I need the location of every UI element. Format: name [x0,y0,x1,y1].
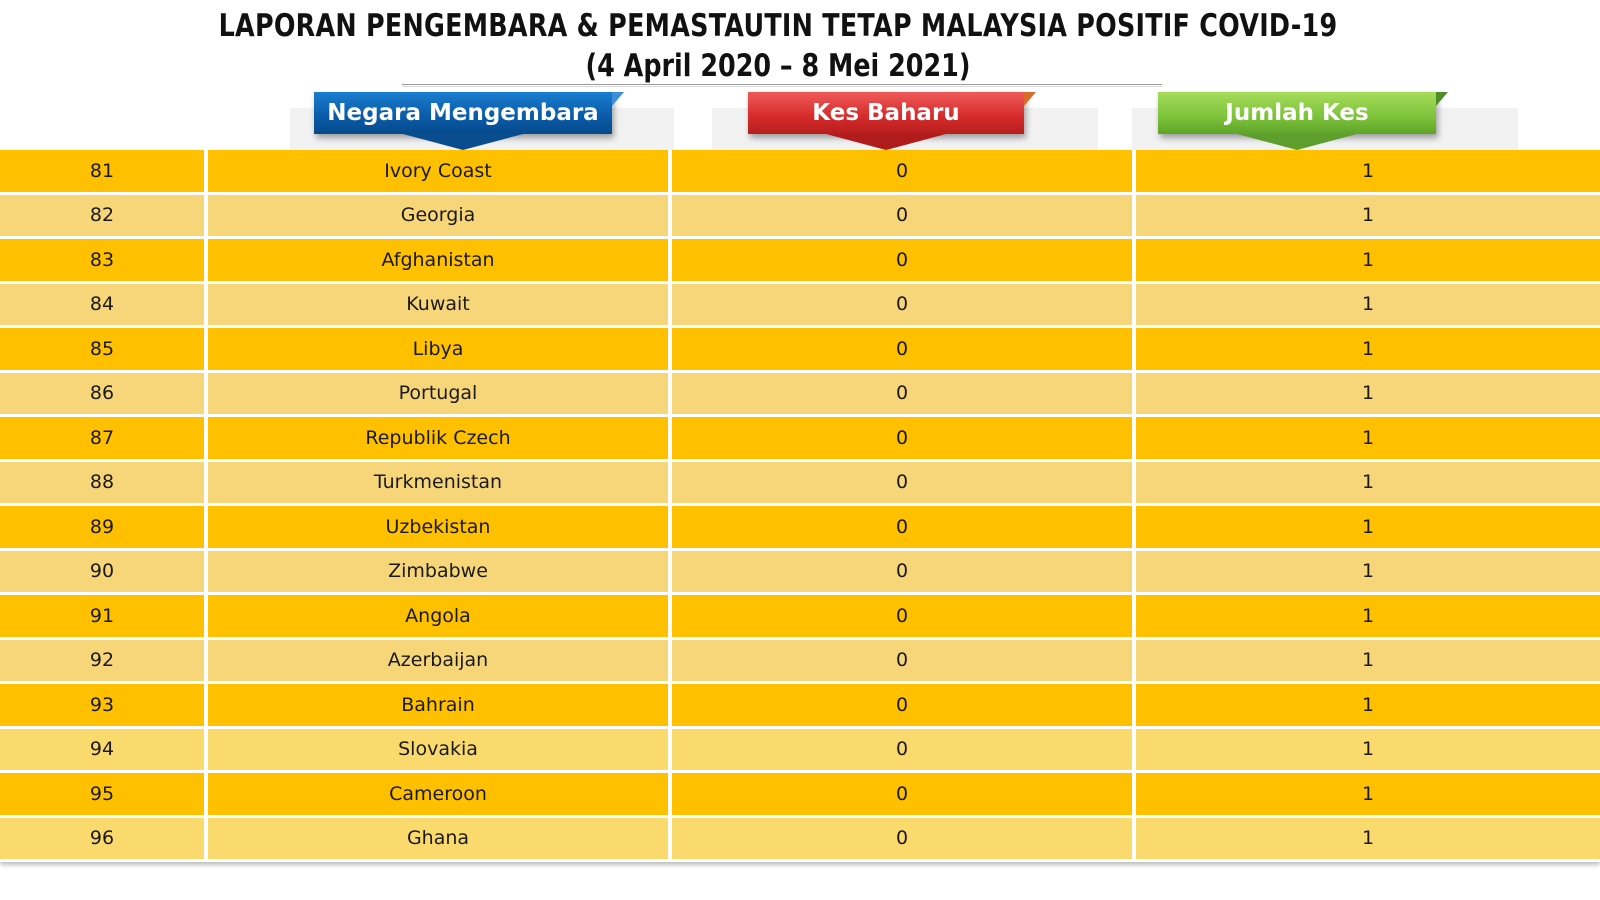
new-cases-value: 0 [672,550,1136,592]
total-cases-value: 1 [1361,471,1375,494]
row-number: 96 [0,817,208,859]
ribbon-tail [403,134,523,150]
table-row: 84 Kuwait 0 1 [0,283,1600,328]
country-name: Cameroon [208,773,672,815]
total-cases-value: 1 [1361,827,1375,850]
country-name: Kuwait [208,283,672,325]
table-row: 81 Ivory Coast 0 1 [0,150,1600,195]
new-cases-value: 0 [672,239,1136,281]
table-row: 87 Republik Czech 0 1 [0,417,1600,462]
country-name: Ghana [208,817,672,859]
table-row: 82 Georgia 0 1 [0,194,1600,239]
total-cases-value: 1 [1361,649,1375,672]
country-name: Libya [208,328,672,370]
header-country: Negara Mengembara [314,92,624,150]
ribbon-fold [612,92,624,106]
row-number: 86 [0,372,208,414]
header-new-cases: Kes Baharu [748,92,1036,150]
new-cases-value: 0 [672,328,1136,370]
table-row: 96 Ghana 0 1 [0,817,1600,862]
new-cases-value: 0 [672,417,1136,459]
report-date-range: (4 April 2020 – 8 Mei 2021) [585,48,971,84]
new-cases-value: 0 [672,817,1136,859]
report-title: LAPORAN PENGEMBARA & PEMASTAUTIN TETAP M… [218,8,1338,44]
country-name: Ivory Coast [208,150,672,192]
new-cases-value: 0 [672,773,1136,815]
ribbon-fold [1436,92,1448,106]
total-cases-value: 1 [1361,204,1375,227]
country-name: Bahrain [208,684,672,726]
country-name: Zimbabwe [208,550,672,592]
table-row: 89 Uzbekistan 0 1 [0,506,1600,551]
row-number: 90 [0,550,208,592]
new-cases-value: 0 [672,639,1136,681]
country-name: Turkmenistan [208,461,672,503]
total-cases-value: 1 [1361,782,1375,805]
ribbon-tail [826,134,946,150]
new-cases-value: 0 [672,283,1136,325]
table-row: 88 Turkmenistan 0 1 [0,461,1600,506]
new-cases-value: 0 [672,461,1136,503]
title-divider [402,84,1162,85]
new-cases-value: 0 [672,595,1136,637]
new-cases-value: 0 [672,194,1136,236]
table-row: 86 Portugal 0 1 [0,372,1600,417]
row-number: 82 [0,194,208,236]
new-cases-value: 0 [672,372,1136,414]
table-row: 92 Azerbaijan 0 1 [0,639,1600,684]
ribbon-tail [1237,134,1357,150]
country-name: Angola [208,595,672,637]
row-number: 94 [0,728,208,770]
table-row: 90 Zimbabwe 0 1 [0,550,1600,595]
total-cases-value: 1 [1361,426,1375,449]
total-cases-value: 1 [1361,248,1375,271]
row-number: 81 [0,150,208,192]
new-cases-value: 0 [672,728,1136,770]
table-row: 94 Slovakia 0 1 [0,728,1600,773]
table-row: 83 Afghanistan 0 1 [0,239,1600,284]
cases-table: 81 Ivory Coast 0 1 82 Georgia 0 1 83 Afghanistan 0… [0,150,1600,862]
table-row: 91 Angola 0 1 [0,595,1600,640]
country-name: Portugal [208,372,672,414]
country-name: Afghanistan [208,239,672,281]
total-cases-value: 1 [1361,515,1375,538]
total-cases-value: 1 [1361,382,1375,405]
country-name: Georgia [208,194,672,236]
header-country-label: Negara Mengembara [327,100,599,126]
row-number: 95 [0,773,208,815]
table-row: 95 Cameroon 0 1 [0,773,1600,818]
total-cases-value: 1 [1361,693,1375,716]
header-total-cases: Jumlah Kes [1158,92,1448,150]
ribbon-fold [1024,92,1036,106]
row-number: 84 [0,283,208,325]
row-number: 92 [0,639,208,681]
country-name: Uzbekistan [208,506,672,548]
total-cases-value: 1 [1361,738,1375,761]
new-cases-value: 0 [672,506,1136,548]
row-number: 89 [0,506,208,548]
country-name: Azerbaijan [208,639,672,681]
country-name: Slovakia [208,728,672,770]
row-number: 93 [0,684,208,726]
row-number: 83 [0,239,208,281]
total-cases-value: 1 [1361,604,1375,627]
row-number: 91 [0,595,208,637]
total-cases-value: 1 [1361,159,1375,182]
total-cases-value: 1 [1361,337,1375,360]
total-cases-value: 1 [1361,560,1375,583]
row-number: 87 [0,417,208,459]
header-new-cases-label: Kes Baharu [812,100,960,126]
country-name: Republik Czech [208,417,672,459]
header-total-cases-label: Jumlah Kes [1225,100,1369,126]
table-row: 93 Bahrain 0 1 [0,684,1600,729]
row-number: 88 [0,461,208,503]
new-cases-value: 0 [672,684,1136,726]
table-row: 85 Libya 0 1 [0,328,1600,373]
new-cases-value: 0 [672,150,1136,192]
row-number: 85 [0,328,208,370]
total-cases-value: 1 [1361,293,1375,316]
